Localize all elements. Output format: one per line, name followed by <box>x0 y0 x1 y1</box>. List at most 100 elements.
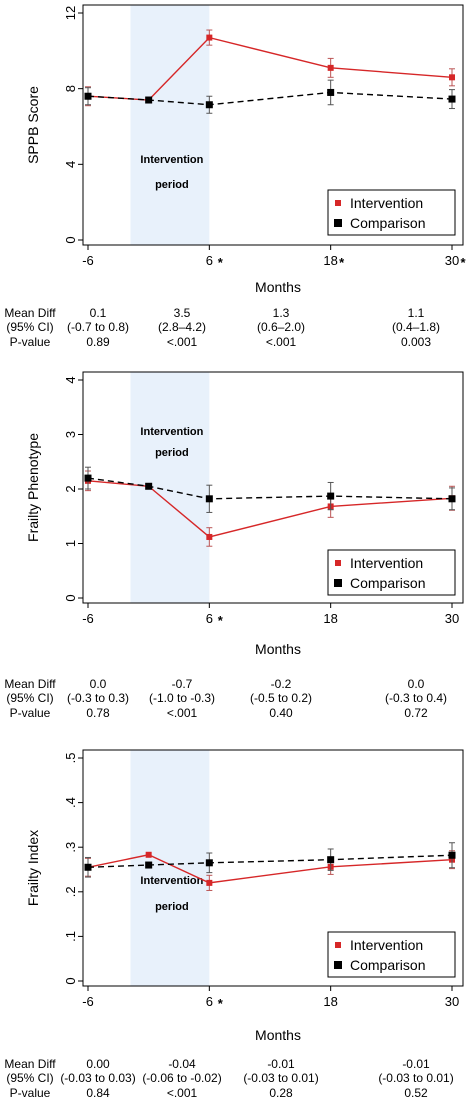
stats-cell: 0.52 <box>404 1086 428 1100</box>
point-intervention <box>327 64 334 71</box>
chart-panel-3: Intervention period 0 .1 .2 .3 .4 .5 -6 6 * 18 30 Fra… <box>4 749 464 1100</box>
x-tick-label: 30 <box>445 611 459 626</box>
plot-frame <box>82 749 464 987</box>
stats-cell: -0.01 <box>267 1057 295 1071</box>
y-tick-label: 1 <box>63 540 78 547</box>
point-comparison <box>327 856 335 864</box>
x-tick-label: 18 <box>323 611 337 626</box>
legend-box <box>327 549 456 596</box>
stats-cell: -0.01 <box>402 1057 430 1071</box>
x-tick-significance-star: * <box>339 255 345 270</box>
point-intervention <box>449 74 455 81</box>
stats-cell: 0.28 <box>269 1086 293 1100</box>
stats-cell: <.001 <box>266 335 297 349</box>
legend-label-intervention: Intervention <box>350 937 423 953</box>
intervention-period-label: period <box>155 901 189 913</box>
stats-row-label: Mean Diff <box>4 1057 56 1071</box>
point-comparison <box>84 474 92 482</box>
point-comparison <box>448 495 456 503</box>
point-comparison <box>205 859 213 867</box>
stats-cell: 0.78 <box>86 706 110 720</box>
x-tick-significance-star: * <box>460 255 466 270</box>
stats-cell: 1.1 <box>408 306 425 320</box>
legend-marker-intervention <box>335 942 341 948</box>
legend-marker-comparison <box>334 219 342 227</box>
y-tick-label: 3 <box>63 431 78 438</box>
stats-cell: (0.4–1.8) <box>392 320 440 334</box>
stats-cell: 0.0 <box>408 677 425 691</box>
stats-cell: (-0.03 to 0.01) <box>243 1071 318 1085</box>
x-tick-label: 18 <box>323 994 337 1009</box>
stats-cell: (-0.06 to -0.02) <box>142 1071 221 1085</box>
point-comparison <box>448 851 456 859</box>
y-tick-label: 0 <box>63 594 78 601</box>
stats-cell: <.001 <box>167 1086 198 1100</box>
stats-cell: (-0.03 to 0.03) <box>60 1071 135 1085</box>
y-tick-label: .1 <box>63 931 78 942</box>
x-tick-significance-star: * <box>218 255 224 270</box>
intervention-period-shade <box>130 750 210 986</box>
stats-cell: 0.72 <box>404 706 428 720</box>
stats-row-label: (95% CI) <box>6 691 53 705</box>
y-tick-label: 12 <box>63 6 78 20</box>
legend-marker-comparison <box>334 961 342 969</box>
legend-label-intervention: Intervention <box>350 555 423 571</box>
stats-cell: 0.1 <box>90 306 107 320</box>
point-intervention <box>206 879 213 886</box>
stats-row-label: Mean Diff <box>4 677 56 691</box>
intervention-period-label: Intervention <box>140 875 203 887</box>
stats-cell: 0.0 <box>90 677 107 691</box>
x-tick-significance-star: * <box>218 996 224 1011</box>
stats-cell: (-0.3 to 0.4) <box>385 691 447 705</box>
x-tick-label: 6 <box>206 994 213 1009</box>
stats-cell: -0.2 <box>271 677 292 691</box>
stats-cell: 0.00 <box>86 1057 110 1071</box>
x-tick-label: 30 <box>445 994 459 1009</box>
y-tick-label: 4 <box>63 376 78 383</box>
stats-cell: -0.04 <box>168 1057 196 1071</box>
intervention-period-label: Intervention <box>140 154 203 166</box>
point-comparison <box>327 88 335 96</box>
x-tick-label: -6 <box>82 611 94 626</box>
stats-row-label: P-value <box>10 335 51 349</box>
y-axis-label: Frailty Phenotype <box>25 433 41 542</box>
point-intervention <box>145 851 152 858</box>
y-axis-label: SPPB Score <box>25 86 41 164</box>
stats-cell: 3.5 <box>174 306 191 320</box>
stats-cell: (-0.7 to 0.8) <box>67 320 129 334</box>
stats-cell: (2.8–4.2) <box>158 320 206 334</box>
intervention-period-label: Intervention <box>140 426 203 438</box>
legend-box <box>327 931 456 978</box>
stats-row-label: (95% CI) <box>6 320 53 334</box>
stats-cell: 0.003 <box>401 335 431 349</box>
legend-label-comparison: Comparison <box>350 957 425 973</box>
stats-row-label: P-value <box>10 1086 51 1100</box>
x-axis-label: Months <box>255 1027 301 1043</box>
stats-row-label: P-value <box>10 706 51 720</box>
point-comparison <box>84 863 92 871</box>
legend-label-comparison: Comparison <box>350 575 425 591</box>
stats-cell: 0.40 <box>269 706 293 720</box>
legend-marker-intervention <box>335 200 341 206</box>
point-comparison <box>145 861 153 869</box>
legend-marker-intervention <box>335 560 341 566</box>
x-axis-label: Months <box>255 641 301 657</box>
y-tick-label: 0 <box>63 236 78 243</box>
y-tick-label: 8 <box>63 85 78 92</box>
stats-cell: (-0.03 to 0.01) <box>378 1071 453 1085</box>
x-tick-label: 30 <box>445 253 459 268</box>
y-tick-label: .5 <box>63 753 78 764</box>
x-axis-label: Months <box>255 279 301 295</box>
x-tick-label: 6 <box>206 611 213 626</box>
plot-frame <box>82 371 464 604</box>
y-tick-label: .4 <box>63 797 78 808</box>
stats-cell: (-0.3 to 0.3) <box>67 691 129 705</box>
point-comparison <box>205 495 213 503</box>
y-axis-label: Frailty Index <box>25 830 41 906</box>
stats-cell: <.001 <box>167 335 198 349</box>
y-tick-label: .2 <box>63 886 78 897</box>
stats-row-label: (95% CI) <box>6 1071 53 1085</box>
y-tick-label: 0 <box>63 977 78 984</box>
